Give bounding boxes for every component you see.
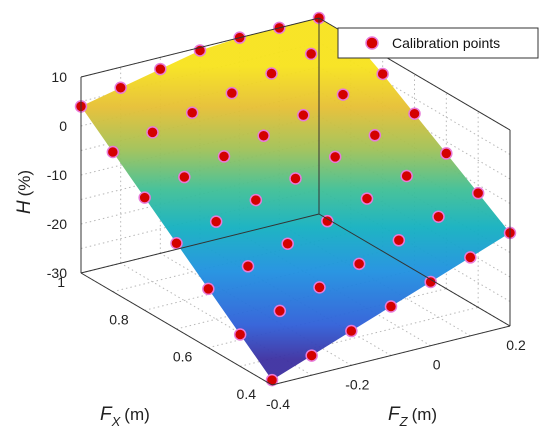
legend-entry-calibration-points: Calibration points — [392, 35, 500, 51]
y-tick-label: -0.4 — [266, 396, 290, 412]
axis-edge — [80, 213, 320, 274]
calibration-point — [138, 191, 151, 204]
calibration-point — [114, 81, 127, 94]
calibration-point — [345, 324, 358, 338]
calibration-point — [241, 260, 255, 273]
calibration-point — [202, 282, 215, 296]
x-axis-symbol: F — [100, 404, 113, 425]
calibration-point — [257, 129, 270, 143]
axis-edge — [80, 272, 273, 386]
calibration-point — [146, 126, 159, 139]
legend-marker — [365, 36, 379, 50]
calibration-point — [368, 129, 382, 142]
calibration-point — [289, 172, 302, 185]
calibration-point — [424, 275, 437, 289]
z-tick-label: -30 — [47, 265, 67, 281]
calibration-point — [233, 328, 247, 341]
calibration-point — [185, 106, 199, 119]
calibration-point — [328, 150, 342, 164]
y-tick-label: 0 — [433, 357, 441, 373]
calibration-point — [209, 215, 223, 228]
x-axis-subscript: X — [111, 414, 122, 429]
axis-edge — [271, 325, 511, 386]
z-tick-label: -10 — [47, 167, 67, 183]
axes-frame — [80, 17, 511, 386]
x-tick-label: 1 — [57, 274, 65, 290]
z-axis-symbol: H — [14, 200, 35, 214]
calibration-point — [249, 193, 263, 207]
calibration-point — [384, 300, 398, 313]
calibration-point — [305, 349, 318, 362]
x-tick-label: 0.4 — [237, 386, 257, 402]
calibration-point — [471, 186, 485, 200]
y-tick-label: -0.2 — [345, 376, 369, 392]
calibration-point — [392, 234, 406, 247]
z-axis-label: H (%) — [14, 170, 35, 214]
axis-edge — [80, 17, 320, 78]
calibration-point — [321, 214, 334, 228]
y-axis-unit: (m) — [412, 405, 437, 424]
calibration-point — [376, 67, 389, 81]
calibration-point — [464, 251, 477, 264]
z-axis-unit: (%) — [15, 170, 34, 196]
tick-labels: 10 0 -10 -20 -301 0.8 0.6 0.4 -0.4 -0.2 0 0.2 — [47, 69, 526, 412]
calibration-point — [313, 281, 326, 294]
x-tick-label: 0.6 — [173, 349, 193, 365]
calibration-point — [154, 62, 167, 76]
calibration-point — [281, 237, 294, 250]
y-axis-symbol: F — [388, 404, 401, 425]
calibration-point — [273, 304, 287, 318]
y-axis-subscript: Z — [399, 414, 409, 429]
calibration-point — [304, 47, 318, 61]
calibration-point — [106, 145, 120, 159]
axis-edge — [318, 213, 511, 327]
calibration-point — [400, 169, 413, 183]
calibration-point — [432, 210, 445, 223]
x-axis-label: FX (m) — [100, 404, 150, 429]
calibration-point — [297, 108, 310, 122]
calibration-point — [217, 150, 231, 163]
legend: Calibration points — [337, 27, 539, 59]
calibration-point — [170, 237, 183, 250]
calibration-point — [352, 257, 366, 271]
calibration-points — [74, 11, 517, 387]
calibration-point — [265, 67, 278, 80]
x-tick-label: 0.8 — [109, 311, 129, 327]
calibration-point — [225, 86, 239, 100]
z-tick-label: -20 — [47, 216, 67, 232]
calibration-point — [336, 88, 350, 101]
z-tick-label: 10 — [51, 69, 67, 85]
y-axis-label: FZ (m) — [388, 404, 437, 429]
z-tick-label: 0 — [59, 118, 67, 134]
calibration-point — [408, 107, 421, 120]
calibration-point — [440, 147, 453, 160]
calibration-point — [178, 170, 191, 184]
y-tick-label: 0.2 — [506, 337, 526, 353]
calibration-point — [360, 192, 374, 205]
x-axis-unit: (m) — [124, 405, 149, 424]
